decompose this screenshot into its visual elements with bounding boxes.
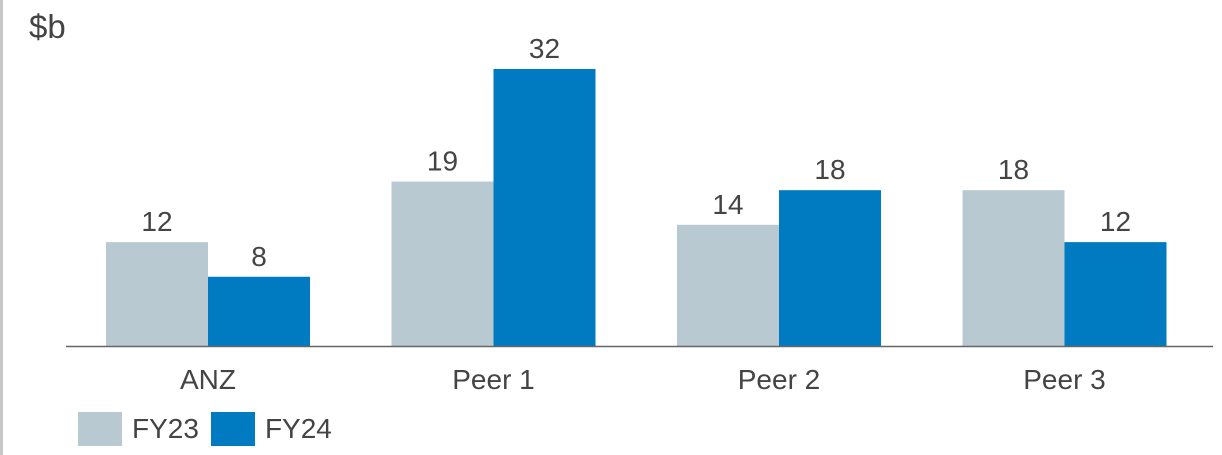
legend: FY23 FY24: [78, 412, 344, 446]
value-labels-group: 12 8 19 32 14 18 18 12: [141, 33, 1131, 272]
y-axis-unit-label: $b: [29, 8, 66, 45]
bar-peer-3-fy23: [962, 190, 1065, 346]
value-label-anz-fy24: 8: [251, 241, 267, 272]
value-label-peer-1-fy24: 32: [529, 33, 560, 64]
bar-anz-fy23: [106, 242, 208, 346]
legend-item-fy24: FY24: [210, 412, 332, 446]
legend-label-fy24: FY24: [264, 413, 332, 444]
category-label-peer-1: Peer 1: [452, 364, 535, 395]
legend-item-fy23: FY23: [78, 412, 199, 446]
bar-peer-3-fy24: [1064, 242, 1167, 346]
value-label-peer-2-fy24: 18: [814, 154, 845, 185]
category-label-anz: ANZ: [180, 364, 236, 395]
bar-peer-1-fy23: [391, 181, 494, 346]
category-label-peer-3: Peer 3: [1023, 364, 1106, 395]
bar-chart: 12 8 19 32 14 18 18 12 ANZ Peer 1 Peer 2 Peer 3: [66, 33, 1213, 395]
value-label-peer-3-fy23: 18: [998, 154, 1029, 185]
bar-peer-1-fy24: [493, 69, 596, 346]
bar-anz-fy24: [208, 276, 310, 346]
value-label-peer-3-fy24: 12: [1100, 206, 1131, 237]
legend-label-fy23: FY23: [132, 413, 199, 444]
value-label-peer-2-fy23: 14: [712, 189, 743, 220]
value-label-peer-1-fy23: 19: [427, 146, 458, 177]
bar-peer-2-fy24: [779, 190, 881, 346]
legend-swatch-fy23: [78, 412, 122, 446]
bars-group: [106, 69, 1167, 346]
category-label-peer-2: Peer 2: [738, 364, 821, 395]
legend-swatch-fy24: [210, 412, 255, 446]
category-labels-group: ANZ Peer 1 Peer 2 Peer 3: [180, 364, 1106, 395]
bar-peer-2-fy23: [677, 224, 779, 346]
value-label-anz-fy23: 12: [141, 206, 172, 237]
